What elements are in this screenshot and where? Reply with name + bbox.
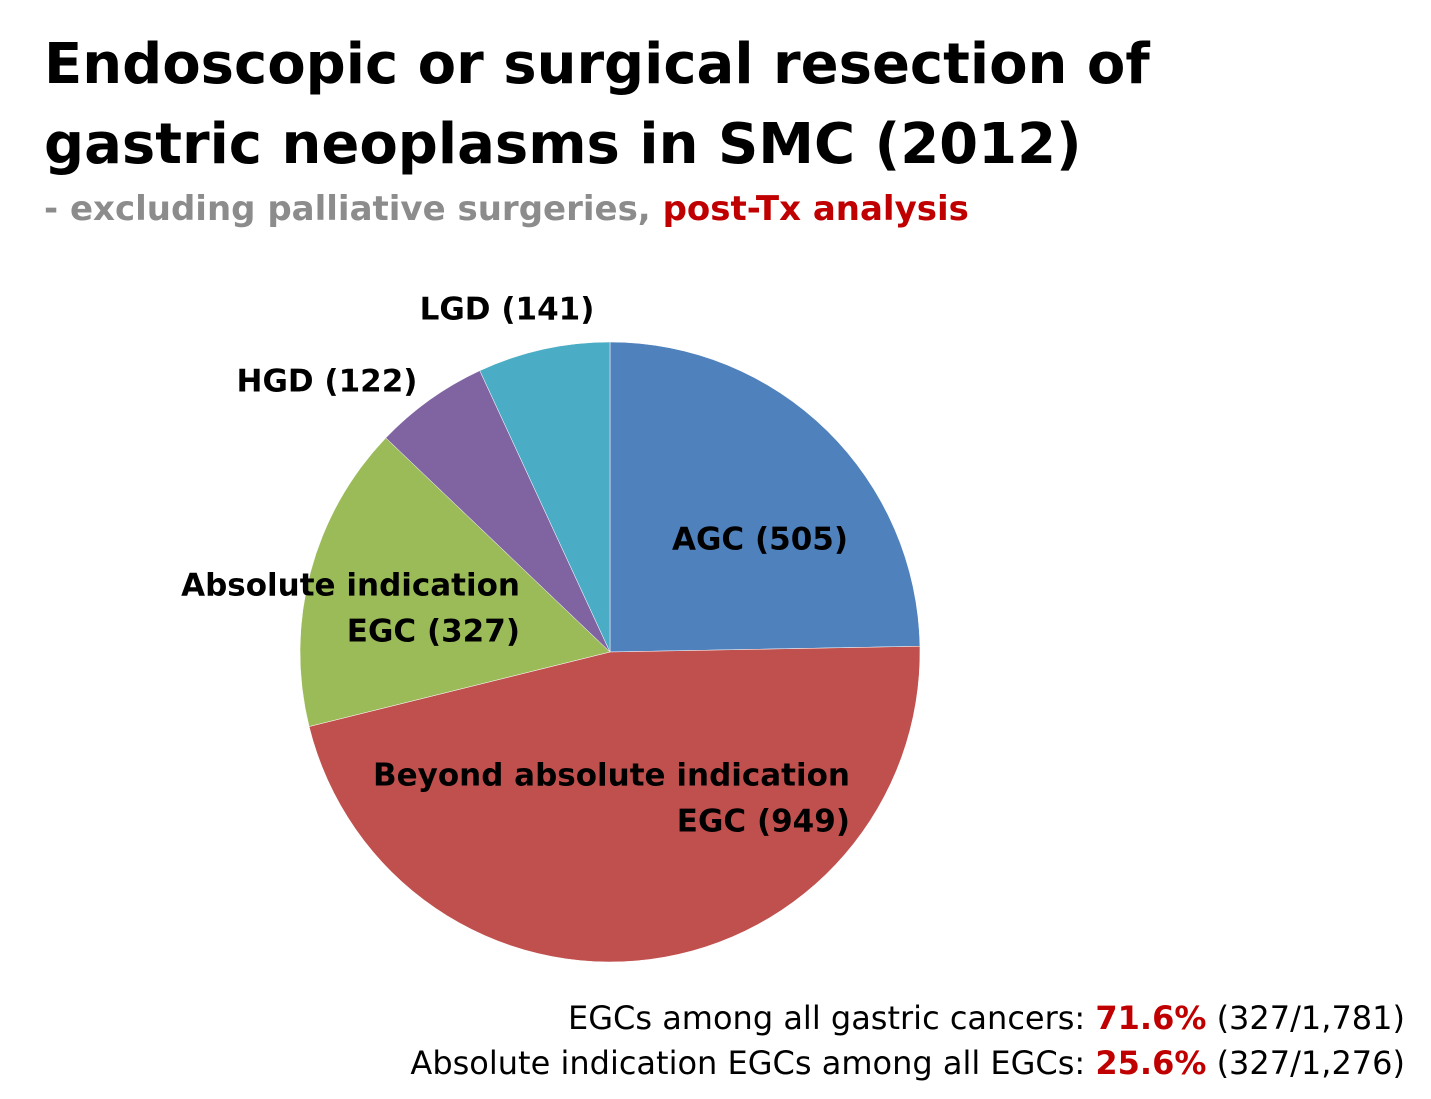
pie-slice [609, 341, 921, 653]
data-label: AGC (505) [672, 522, 848, 558]
note-part: (327/1,276) [1217, 1044, 1405, 1082]
data-label: EGC (949) [677, 804, 850, 840]
data-label: LGD (141) [420, 292, 595, 328]
data-label: Beyond absolute indication [373, 758, 850, 794]
note: Absolute indication EGCs among all EGCs:… [410, 1044, 1405, 1082]
data-label: Absolute indication [181, 568, 520, 604]
subtitle-part: - excluding palliative surgeries, [44, 189, 651, 229]
note: EGCs among all gastric cancers: 71.6% (3… [568, 999, 1405, 1037]
subtitle: - excluding palliative surgeries, post-T… [44, 189, 969, 229]
note-part: (327/1,781) [1217, 999, 1405, 1037]
subtitle-part: post-Tx analysis [663, 189, 969, 229]
data-label: EGC (327) [347, 614, 520, 650]
note-part: Absolute indication EGCs among all EGCs: [410, 1044, 1085, 1082]
pie-slice [479, 341, 611, 653]
note-part: 71.6% [1095, 999, 1206, 1037]
data-label: HGD (122) [237, 364, 418, 400]
pie-slice [308, 646, 921, 963]
note-part: EGCs among all gastric cancers: [568, 999, 1085, 1037]
chart-title: Endoscopic or surgical resection of [44, 32, 1150, 97]
note-part: 25.6% [1095, 1044, 1206, 1082]
pie-slice [299, 437, 611, 727]
chart-title: gastric neoplasms in SMC (2012) [44, 112, 1082, 177]
